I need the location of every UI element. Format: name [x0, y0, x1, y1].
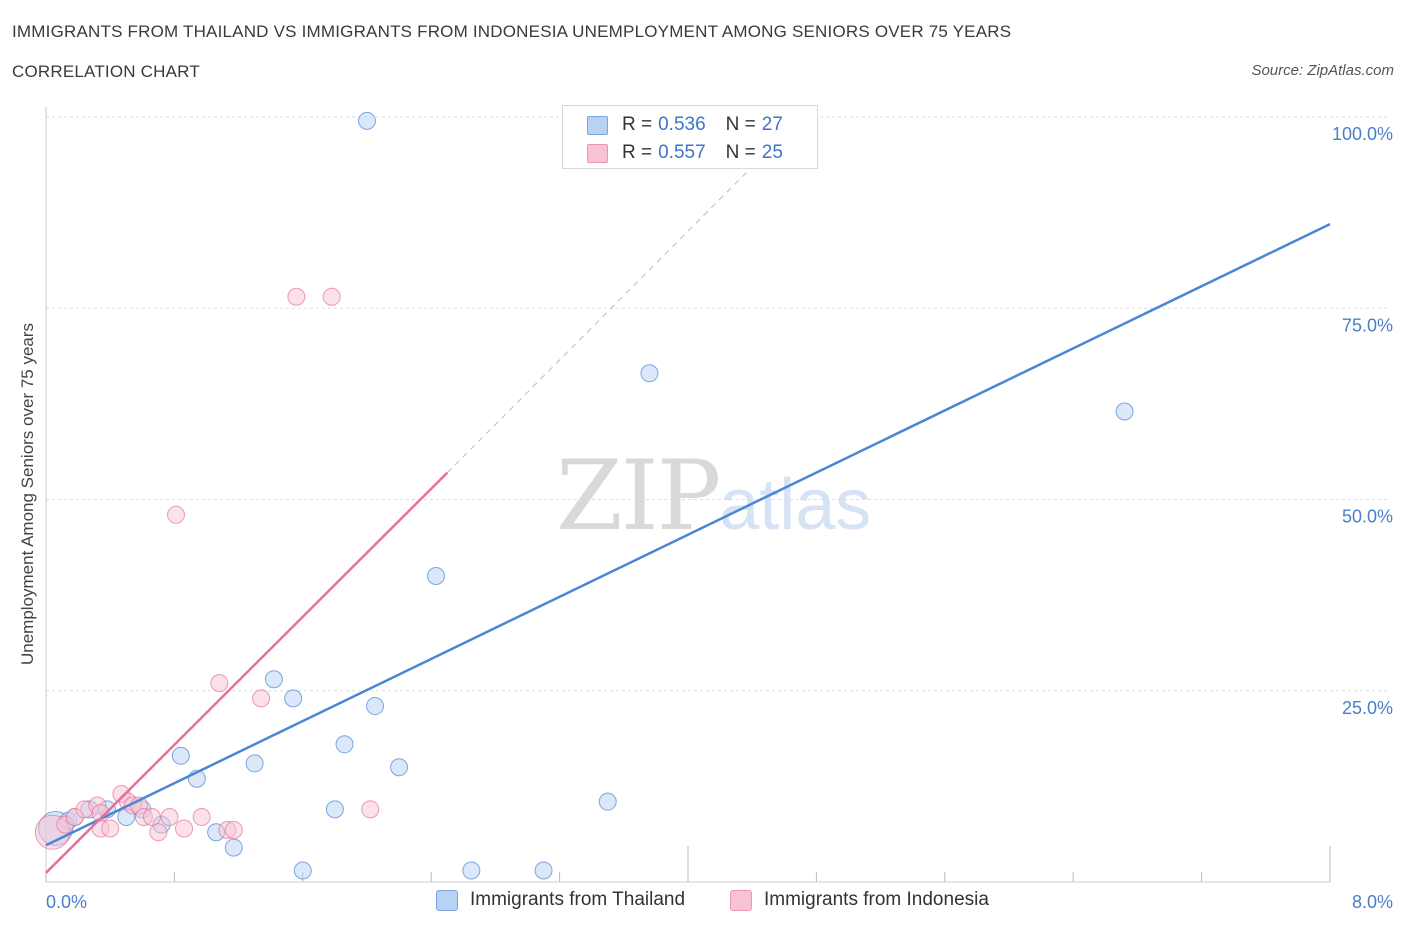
indonesia-point	[167, 505, 186, 524]
thailand-point	[390, 758, 409, 777]
thailand-point	[335, 735, 354, 754]
indonesia-point	[160, 807, 179, 826]
x-tick-label: 0.0%	[46, 892, 87, 912]
watermark-zip: ZIP	[556, 440, 721, 552]
thailand-trend-line	[45, 222, 1331, 847]
legend-swatch-indonesia	[587, 143, 608, 163]
legend-label-indonesia: Immigrants from Indonesia	[764, 889, 989, 910]
legend-r-label: R =	[622, 114, 653, 135]
indonesia-trend-line	[45, 471, 449, 874]
y-tick-label: 50.0%	[1342, 507, 1393, 527]
chart-subtitle: CORRELATION CHART	[12, 62, 200, 81]
thailand-point	[284, 689, 303, 708]
chart-title: IMMIGRANTS FROM THAILAND VS IMMIGRANTS F…	[12, 22, 1012, 41]
legend-row-indonesia: R = 0.557 N = 25	[587, 141, 783, 165]
thailand-point	[1115, 402, 1134, 421]
legend-n-label: N =	[725, 142, 756, 163]
y-tick-label: 25.0%	[1342, 698, 1393, 718]
thailand-point	[358, 111, 376, 130]
thailand-point	[366, 697, 385, 716]
indonesia-point	[287, 287, 306, 306]
indonesia-point	[322, 287, 341, 306]
indonesia-point	[361, 800, 380, 819]
legend-row-thailand: R = 0.536 N = 27	[587, 113, 783, 137]
legend-n-value: 27	[761, 114, 783, 135]
thailand-point	[325, 800, 344, 819]
thailand-point	[264, 670, 283, 689]
indonesia-point	[252, 689, 271, 708]
legend-swatch-thailand	[587, 115, 608, 135]
thailand-point	[640, 364, 659, 383]
thailand-point	[224, 838, 243, 857]
legend-item-indonesia: Immigrants from Indonesia	[730, 889, 989, 911]
indonesia-point	[224, 820, 243, 839]
legend-r-value: 0.557	[658, 142, 706, 163]
indonesia-point	[101, 819, 120, 838]
x-tick-label: 8.0%	[1352, 892, 1393, 912]
indonesia-point	[175, 819, 194, 838]
legend-r-label: R =	[622, 142, 653, 163]
chart-source: Source: ZipAtlas.com	[1251, 62, 1394, 79]
thailand-point	[427, 567, 446, 585]
watermark: ZIPatlas	[556, 440, 871, 552]
thailand-point	[534, 861, 553, 880]
thailand-point	[293, 861, 312, 880]
thailand-point	[245, 754, 264, 773]
thailand-point	[598, 792, 617, 811]
legend-n-label: N =	[725, 114, 756, 135]
legend-swatch-indonesia	[730, 889, 752, 911]
legend-r-value: 0.536	[658, 114, 706, 135]
indonesia-trend-extension	[446, 166, 753, 474]
legend-swatch-thailand	[436, 889, 458, 911]
watermark-atlas: atlas	[719, 465, 872, 545]
legend-label-thailand: Immigrants from Thailand	[470, 889, 686, 910]
y-tick-label: 100.0%	[1332, 124, 1393, 144]
thailand-point	[171, 746, 190, 765]
legend-item-thailand: Immigrants from Thailand	[436, 889, 685, 911]
indonesia-point	[192, 807, 211, 826]
series-legend: Immigrants from Thailand Immigrants from…	[0, 889, 1406, 915]
thailand-point	[462, 861, 481, 880]
indonesia-point	[142, 807, 161, 826]
legend-n-value: 25	[761, 142, 783, 163]
correlation-legend: R = 0.536 N = 27 R = 0.557 N = 25	[562, 105, 818, 169]
indonesia-point	[149, 823, 168, 842]
y-tick-label: 75.0%	[1342, 315, 1393, 335]
indonesia-point	[210, 674, 229, 693]
